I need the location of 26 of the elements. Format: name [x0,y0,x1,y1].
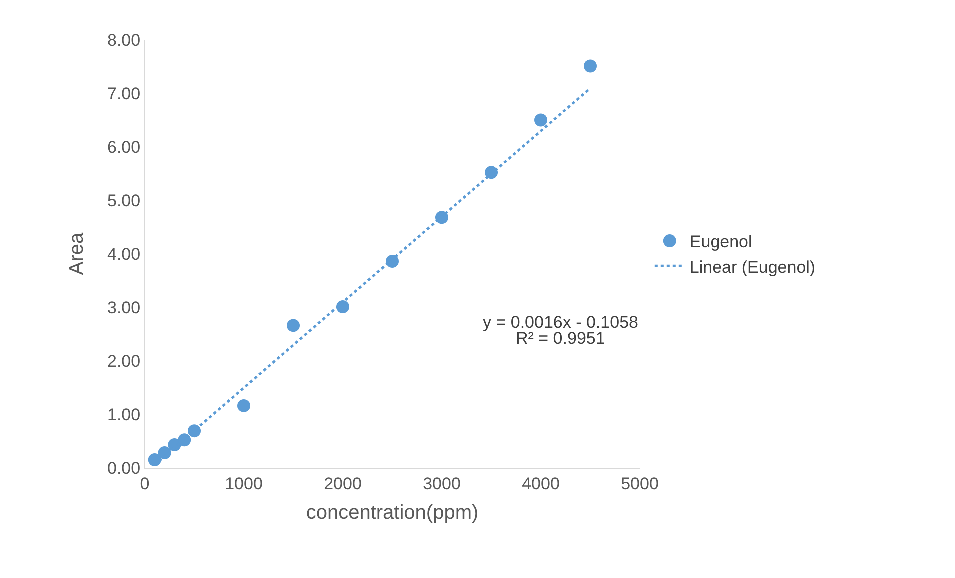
x-axis-title: concentration(ppm) [306,502,479,524]
annotation: y = 0.0016x - 0.1058 [483,313,638,332]
point [287,319,300,332]
point [584,60,597,73]
legend-label: Linear (Eugenol) [690,258,816,277]
x-tick-label: 5000 [621,474,659,494]
annotation: R² = 0.9951 [516,329,606,348]
y-tick-label: 7.00 [108,84,141,104]
x-tick-label: 2000 [324,474,362,494]
x-tick-label: 1000 [225,474,263,494]
y-tick-label: 4.00 [108,244,141,264]
x-tick-label: 0 [140,474,150,494]
y-tick-label: 5.00 [108,191,141,210]
y-tick-label: 3.00 [108,298,141,318]
point [534,114,548,127]
y-tick-label: 1.00 [108,405,141,424]
y-tick-label: 8.00 [108,30,141,50]
x-tick-label: 3000 [423,474,461,494]
y-tick-label: 6.00 [108,138,141,157]
y-tick-label: 2.00 [108,352,141,371]
point [238,399,250,412]
x-tick-label: 4000 [522,474,560,494]
y-tick-label: 0.00 [108,458,141,478]
y-axis-title: Area [66,232,88,276]
point [336,300,350,314]
legend-label: Eugenol [690,232,752,252]
